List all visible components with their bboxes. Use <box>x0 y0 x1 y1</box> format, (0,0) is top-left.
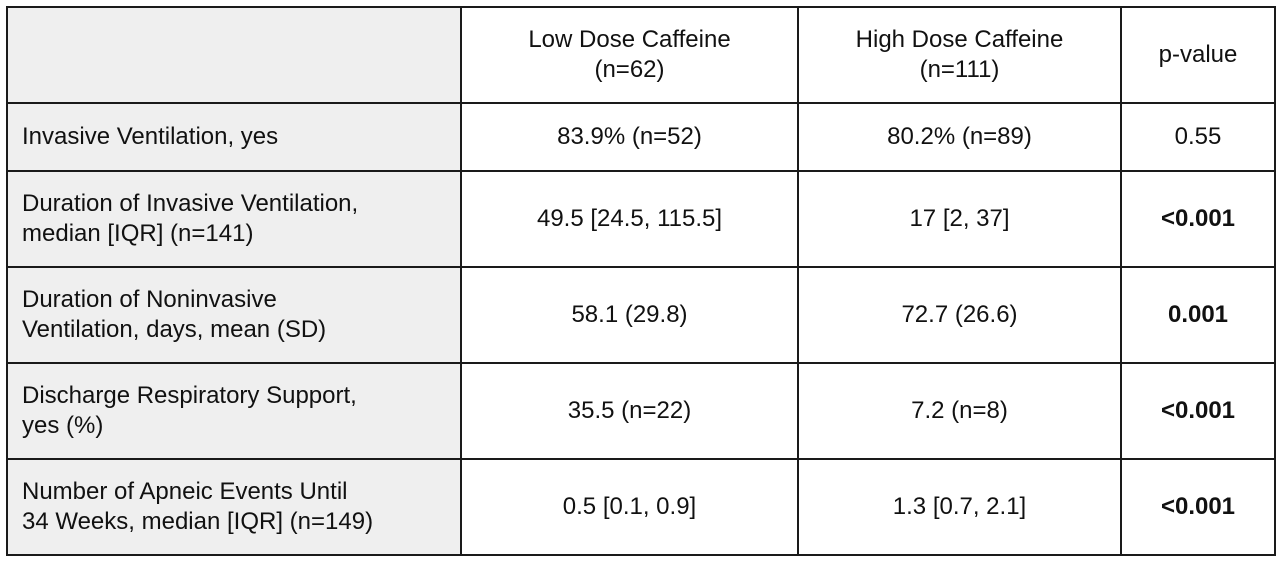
header-high-dose: High Dose Caffeine (n=111) <box>797 6 1122 104</box>
row-label-line: Number of Apneic Events Until <box>22 478 348 505</box>
header-low-dose: Low Dose Caffeine (n=62) <box>460 6 799 104</box>
p-value: <0.001 <box>1120 362 1276 460</box>
row-label: Duration of Invasive Ventilation, median… <box>6 170 462 268</box>
header-row: Low Dose Caffeine (n=62) High Dose Caffe… <box>6 6 1276 104</box>
p-value: <0.001 <box>1120 458 1276 556</box>
high-dose-value: 1.3 [0.7, 2.1] <box>797 458 1122 556</box>
p-value: 0.001 <box>1120 266 1276 364</box>
results-table: Low Dose Caffeine (n=62) High Dose Caffe… <box>6 6 1276 556</box>
row-label: Duration of Noninvasive Ventilation, day… <box>6 266 462 364</box>
high-dose-value: 7.2 (n=8) <box>797 362 1122 460</box>
row-label-line: Invasive Ventilation, yes <box>22 123 279 150</box>
low-dose-value: 0.5 [0.1, 0.9] <box>460 458 799 556</box>
header-low-dose-n: (n=62) <box>594 56 665 83</box>
header-empty-cell <box>6 6 462 104</box>
row-label-line: Ventilation, days, mean (SD) <box>22 316 327 343</box>
header-high-dose-title: High Dose Caffeine <box>855 26 1064 53</box>
row-label: Invasive Ventilation, yes <box>6 102 462 172</box>
table-row: Discharge Respiratory Support, yes (%) 3… <box>6 362 1276 460</box>
high-dose-value: 72.7 (26.6) <box>797 266 1122 364</box>
row-label: Number of Apneic Events Until 34 Weeks, … <box>6 458 462 556</box>
high-dose-value: 80.2% (n=89) <box>797 102 1122 172</box>
low-dose-value: 49.5 [24.5, 115.5] <box>460 170 799 268</box>
low-dose-value: 83.9% (n=52) <box>460 102 799 172</box>
row-label-line: yes (%) <box>22 412 104 439</box>
table-row: Duration of Invasive Ventilation, median… <box>6 170 1276 268</box>
table-row: Number of Apneic Events Until 34 Weeks, … <box>6 458 1276 556</box>
header-p-value: p-value <box>1120 6 1276 104</box>
low-dose-value: 35.5 (n=22) <box>460 362 799 460</box>
row-label-line: 34 Weeks, median [IQR] (n=149) <box>22 508 374 535</box>
row-label-line: Discharge Respiratory Support, <box>22 382 357 409</box>
row-label-line: Duration of Noninvasive <box>22 286 277 313</box>
table-row: Duration of Noninvasive Ventilation, day… <box>6 266 1276 364</box>
p-value: <0.001 <box>1120 170 1276 268</box>
high-dose-value: 17 [2, 37] <box>797 170 1122 268</box>
row-label: Discharge Respiratory Support, yes (%) <box>6 362 462 460</box>
p-value: 0.55 <box>1120 102 1276 172</box>
low-dose-value: 58.1 (29.8) <box>460 266 799 364</box>
row-label-line: median [IQR] (n=141) <box>22 220 254 247</box>
header-low-dose-title: Low Dose Caffeine <box>528 26 731 53</box>
row-label-line: Duration of Invasive Ventilation, <box>22 190 359 217</box>
table-row: Invasive Ventilation, yes 83.9% (n=52) 8… <box>6 102 1276 172</box>
header-high-dose-n: (n=111) <box>919 56 1000 83</box>
